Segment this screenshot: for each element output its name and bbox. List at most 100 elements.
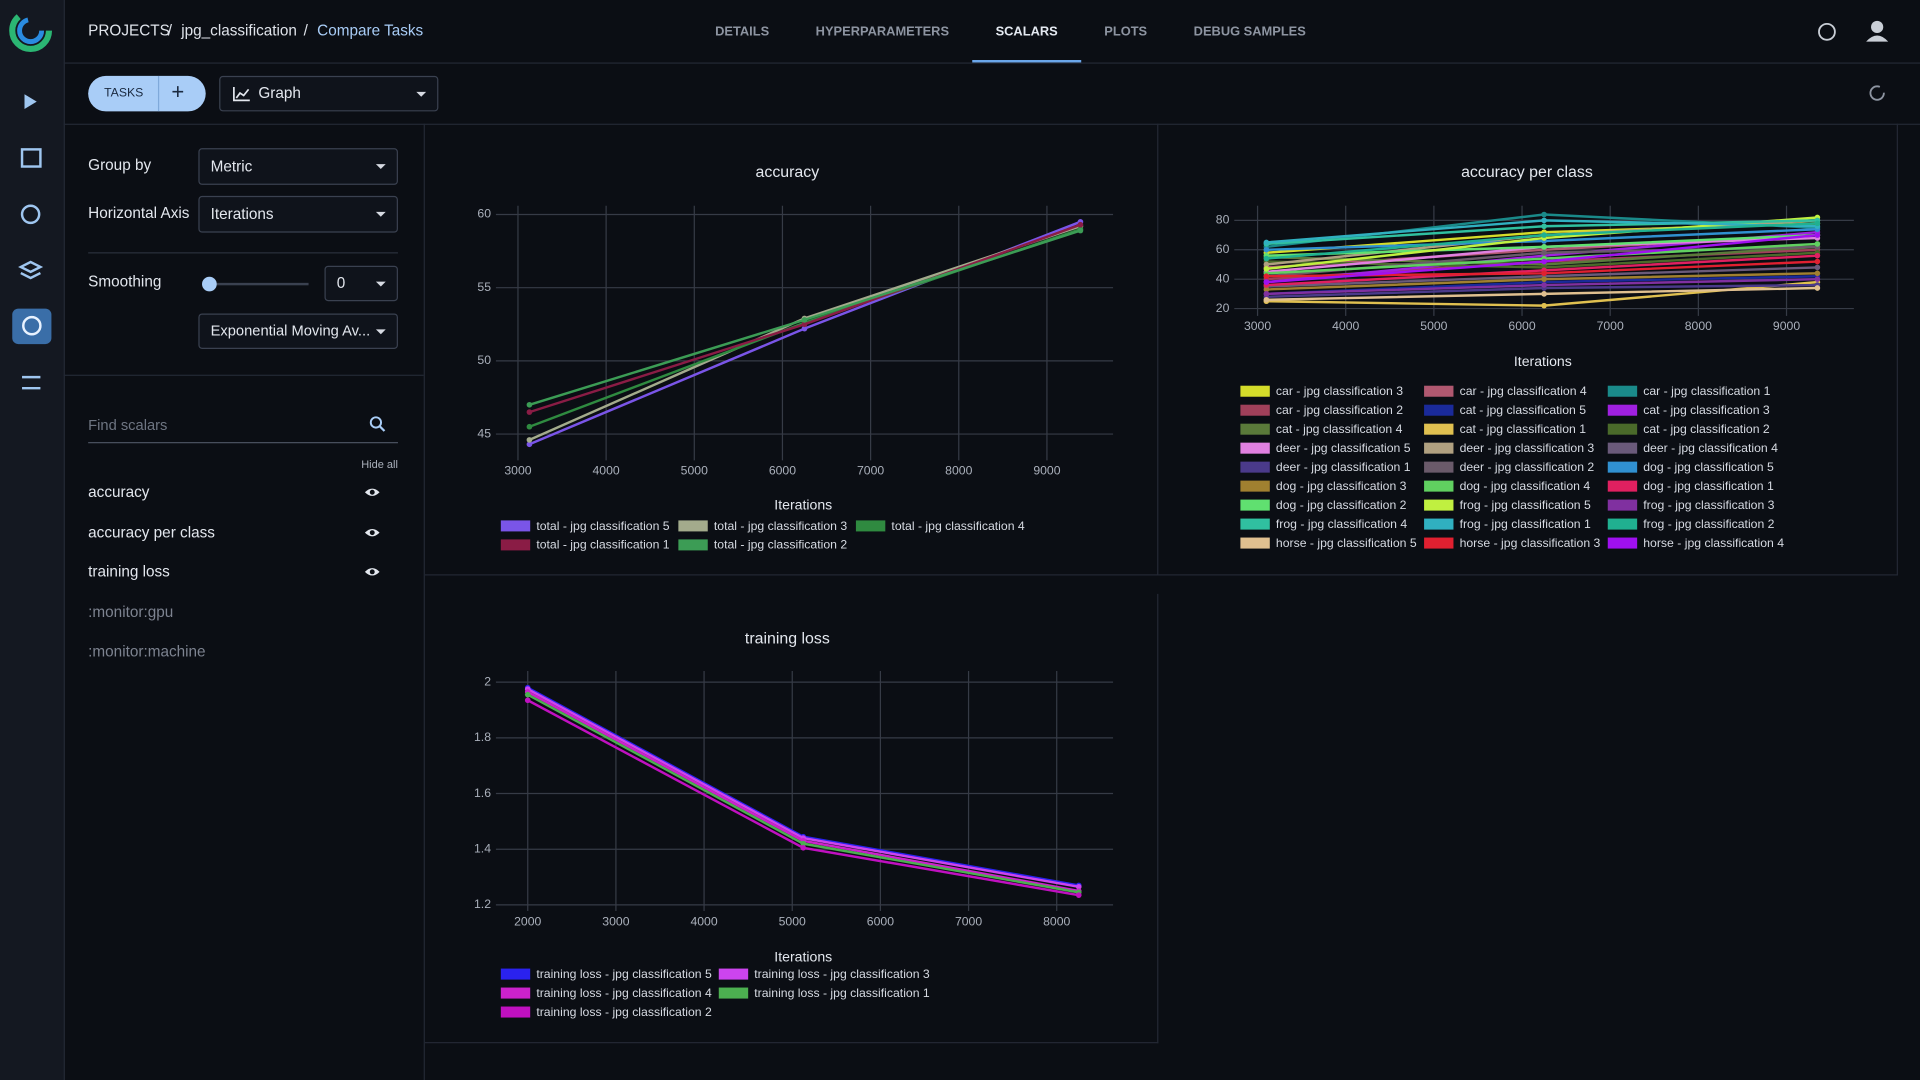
y-tick-label: 50 [477, 353, 491, 367]
point [1075, 883, 1082, 890]
legend-label: cat - jpg classification 4 [1276, 422, 1403, 436]
tab[interactable]: HYPERPARAMETERS [815, 24, 950, 40]
scalar-item[interactable]: training loss [88, 563, 170, 581]
scalar-item[interactable]: :monitor:machine [88, 643, 206, 661]
point [1263, 291, 1270, 297]
legend-label: frog - jpg classification 4 [1276, 517, 1407, 531]
legend-label: deer - jpg classification 3 [1460, 441, 1595, 455]
legend-swatch [1240, 461, 1270, 473]
y-tick-label: 1.2 [474, 897, 491, 911]
legend-swatch [1424, 480, 1454, 492]
separator: / [167, 22, 173, 40]
tasks-label: TASKS [104, 86, 144, 101]
help-icon[interactable] [1818, 22, 1836, 41]
point [1263, 255, 1270, 262]
tab[interactable]: DEBUG SAMPLES [1193, 24, 1306, 40]
chart-panel [1158, 123, 1898, 576]
legend-label: total - jpg classification 5 [536, 519, 669, 533]
legend-label: deer - jpg classification 2 [1460, 460, 1595, 474]
avatar[interactable] [1871, 20, 1884, 34]
series-line [527, 686, 1079, 887]
legend-swatch [1607, 499, 1638, 511]
logo[interactable] [9, 9, 53, 53]
eye-icon[interactable] [364, 566, 381, 578]
breadcrumb[interactable]: PROJECTS [88, 22, 170, 40]
view-select[interactable]: Graph [219, 75, 439, 112]
hide-all[interactable]: Hide all [361, 457, 398, 471]
group-by-select[interactable]: Metric [198, 148, 398, 185]
point [1541, 249, 1547, 256]
legend-swatch [1607, 442, 1638, 454]
legend-label: deer - jpg classification 1 [1276, 460, 1411, 474]
legend-label: car - jpg classification 4 [1460, 384, 1587, 398]
chart-panel [424, 123, 1159, 576]
nav-datasets[interactable] [18, 260, 44, 280]
refresh-icon[interactable] [1867, 83, 1887, 103]
nav-workers[interactable] [22, 375, 41, 390]
breadcrumb[interactable]: jpg_classification [181, 22, 297, 40]
x-tick-label: 6000 [1508, 319, 1535, 333]
smoothing-slider[interactable] [202, 282, 309, 286]
legend-label: training loss - jpg classification 2 [536, 1005, 712, 1019]
point [1541, 276, 1547, 282]
legend-swatch [1240, 442, 1270, 454]
y-tick-label: 2 [484, 674, 491, 688]
point [526, 409, 533, 415]
point [1077, 227, 1084, 234]
point [1814, 232, 1821, 238]
eye-icon[interactable] [364, 486, 381, 498]
legend-swatch [1240, 385, 1270, 397]
tab[interactable]: DETAILS [715, 24, 770, 40]
settings-panel [64, 123, 425, 1080]
point [1263, 296, 1270, 303]
point [1814, 258, 1821, 265]
series-line [527, 690, 1079, 893]
nav-models[interactable] [20, 204, 41, 225]
point [1814, 264, 1821, 271]
point [1541, 217, 1547, 224]
horizontal-axis-value: Iterations [210, 205, 274, 223]
legend-label: training loss - jpg classification 3 [754, 967, 930, 981]
point [524, 691, 531, 698]
legend-swatch [1240, 404, 1270, 416]
point [1541, 282, 1547, 288]
tab[interactable]: PLOTS [1104, 24, 1148, 40]
add-icon[interactable]: + [171, 79, 185, 105]
horizontal-axis-select[interactable]: Iterations [198, 195, 398, 233]
legend-label: total - jpg classification 1 [536, 538, 669, 552]
scalar-item[interactable]: accuracy [88, 483, 150, 501]
legend-swatch [500, 539, 531, 551]
legend-swatch [500, 520, 531, 532]
legend-swatch [718, 968, 749, 980]
legend-label: training loss - jpg classification 4 [536, 986, 712, 1000]
legend-swatch [678, 520, 708, 532]
search-icon[interactable] [369, 415, 386, 432]
legend-label: frog - jpg classification 1 [1460, 517, 1591, 531]
x-tick-label: 5000 [779, 914, 806, 928]
scalar-item[interactable]: :monitor:gpu [88, 603, 174, 621]
legend-label: total - jpg classification 4 [891, 519, 1024, 533]
x-tick-label: 4000 [690, 914, 717, 928]
nav-pipelines[interactable] [24, 94, 37, 109]
tab[interactable]: SCALARS [972, 0, 1081, 63]
legend-swatch [1424, 423, 1454, 435]
smoothing-type-select[interactable]: Exponential Moving Av... [198, 313, 398, 349]
x-tick-label: 8000 [1043, 914, 1070, 928]
slider-knob[interactable] [202, 276, 217, 292]
chart-title: training loss [745, 630, 830, 647]
eye-icon[interactable] [364, 526, 381, 538]
breadcrumb[interactable]: Compare Tasks [317, 22, 424, 40]
scalar-item[interactable]: accuracy per class [88, 523, 215, 541]
search-placeholder[interactable]: Find scalars [88, 416, 168, 434]
point [524, 697, 531, 704]
tasks-button[interactable]: TASKS + [88, 75, 206, 112]
smoothing-type: Exponential Moving Av... [210, 322, 371, 340]
chart-panel [424, 593, 1159, 1044]
legend-label: car - jpg classification 3 [1276, 384, 1403, 398]
y-tick-label: 80 [1216, 213, 1230, 227]
smoothing-input[interactable]: 0 [324, 265, 398, 302]
nav-experiments[interactable] [20, 148, 42, 168]
nav-active[interactable] [12, 308, 52, 345]
chart-title: accuracy [756, 164, 820, 181]
